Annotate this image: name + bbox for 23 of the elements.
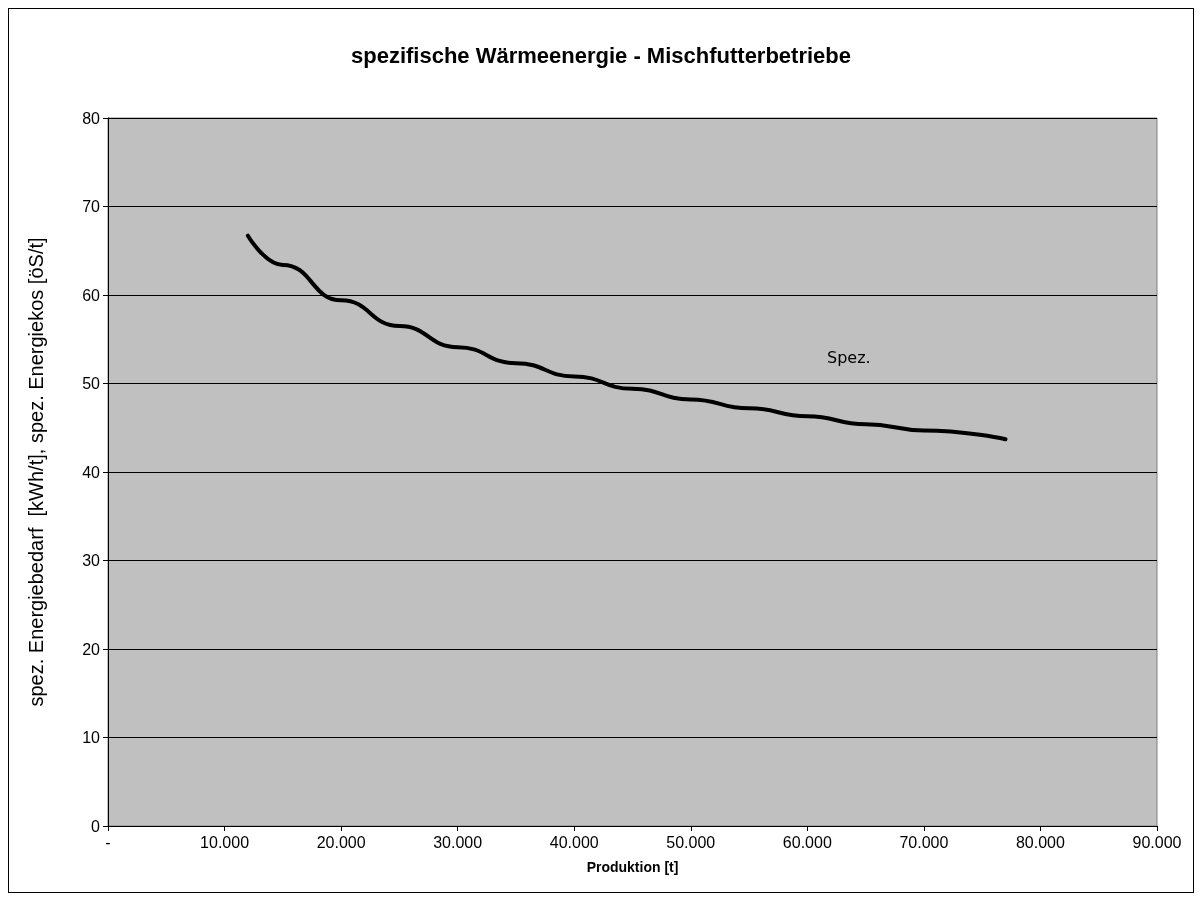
y-tick-label: 10	[82, 729, 101, 746]
y-tick-label: 0	[91, 817, 101, 835]
chart-title: spezifische Wärmeenergie - Mischfutterbetriebe	[350, 42, 852, 68]
x-tick-label: 60.000	[782, 833, 832, 851]
x-tick-label: 30.000	[433, 833, 483, 851]
x-tick-label: 50.000	[666, 833, 716, 851]
y-axis-title: spez. Energiebedarf [kWh/t], spez. Energiekos [öS/t]	[25, 237, 47, 707]
x-tick-label: 90.000	[1132, 833, 1182, 851]
x-axis-title: Produktion [t]	[586, 859, 679, 875]
x-tick-label: -	[105, 833, 111, 851]
y-tick-label: 70	[82, 198, 101, 215]
x-tick-label: 40.000	[549, 833, 599, 851]
y-tick-label: 30	[82, 552, 101, 569]
x-tick-label: 20.000	[316, 833, 366, 851]
annotation: Spez.	[827, 347, 871, 367]
y-tick-label: 50	[82, 375, 101, 392]
x-tick-label: 80.000	[1015, 833, 1066, 851]
y-tick-label: 80	[82, 109, 101, 127]
x-tick-label: 70.000	[899, 833, 949, 851]
y-tick-label: 40	[82, 463, 101, 481]
y-tick-label: 20	[82, 640, 101, 658]
y-tick-label: 60	[82, 286, 101, 304]
x-tick-label: 10.000	[200, 833, 250, 851]
